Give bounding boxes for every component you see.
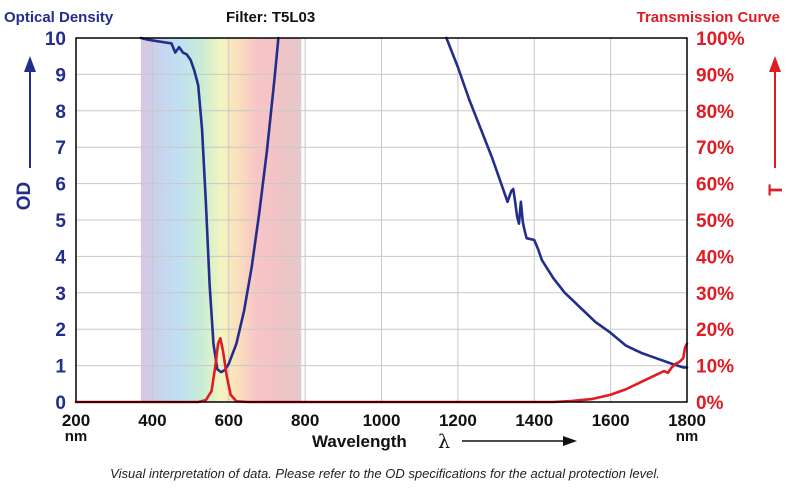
x-tick-label: 1600 [592,411,630,430]
od-axis-label-group: OD [14,56,36,210]
y-left-tick-label: 2 [55,320,66,341]
y-left-tick-label: 4 [55,247,66,268]
y-left-tick-label: 3 [55,284,66,305]
y-right-tick-label: 80% [696,102,734,123]
t-axis-label-group: T [766,56,787,196]
od-curve-0 [139,36,280,374]
x-tick-label: 1200 [439,411,477,430]
x-tick-label: 1000 [363,411,401,430]
right-title: Transmission Curve [637,9,780,26]
od-axis-arrow-head [24,56,36,72]
x-tick-label: 200 [62,411,90,430]
y-left-tick-label: 1 [55,357,66,378]
x-axis-label: Wavelength [312,432,407,451]
x-axis-arrow-head [563,436,577,446]
x-axis-label-group: Wavelength λ [312,431,577,453]
y-right-tick-label: 30% [696,284,734,305]
y-left-tick-label: 8 [55,102,66,123]
x-tick-label: 800 [291,411,319,430]
y-right-tick-label: 70% [696,138,734,159]
y-right-tick-label: 10% [696,357,734,378]
transmission-curve-2 [74,337,689,404]
x-tick-label: 600 [215,411,243,430]
y-right-tick-label: 0% [696,393,724,414]
left-title: Optical Density [4,9,114,26]
x-tick-label: 1400 [515,411,553,430]
plot-frame [75,37,688,403]
y-right-tick-label: 60% [696,175,734,196]
y-right-tick-label: 50% [696,211,734,232]
x-tick-label: 400 [138,411,166,430]
y-left-tick-label: 5 [55,211,66,232]
x-unit-left: nm [65,428,88,445]
y-right-tick-label: 100% [696,29,745,50]
tick-labels: 0123456789100%10%20%30%40%50%60%70%80%90… [45,29,745,430]
y-left-tick-label: 9 [55,65,66,86]
y-left-tick-label: 0 [55,393,66,414]
od-curve-1 [445,36,689,369]
x-unit-right: nm [676,428,699,445]
x-axis-symbol: λ [438,431,450,453]
t-axis-arrow-head [769,56,781,72]
y-left-tick-label: 6 [55,175,66,196]
footnote: Visual interpretation of data. Please re… [110,466,660,481]
x-tick-label: 1800 [668,411,706,430]
y-right-tick-label: 90% [696,65,734,86]
filter-title: Filter: T5L03 [226,9,315,26]
series-group [74,36,689,404]
t-axis-label: T [766,184,787,196]
y-left-tick-label: 7 [55,138,66,159]
od-axis-label: OD [14,182,35,211]
y-right-tick-label: 40% [696,247,734,268]
y-right-tick-label: 20% [696,320,734,341]
y-left-tick-label: 10 [45,29,66,50]
